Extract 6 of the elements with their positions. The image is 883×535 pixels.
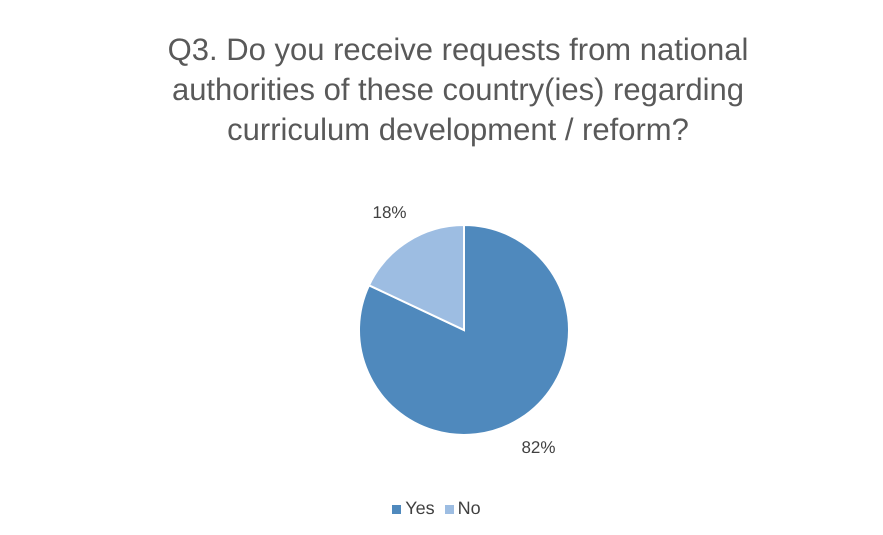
- legend-label: Yes: [405, 498, 435, 518]
- data-label: 82%: [521, 438, 556, 457]
- legend-label: No: [458, 498, 481, 518]
- pie-slice: [358, 224, 570, 436]
- data-label: 18%: [372, 203, 407, 222]
- chart-title: Q3. Do you receive requests from national authorities of these country(ies) regarding curriculum development / reform?: [166, 31, 750, 149]
